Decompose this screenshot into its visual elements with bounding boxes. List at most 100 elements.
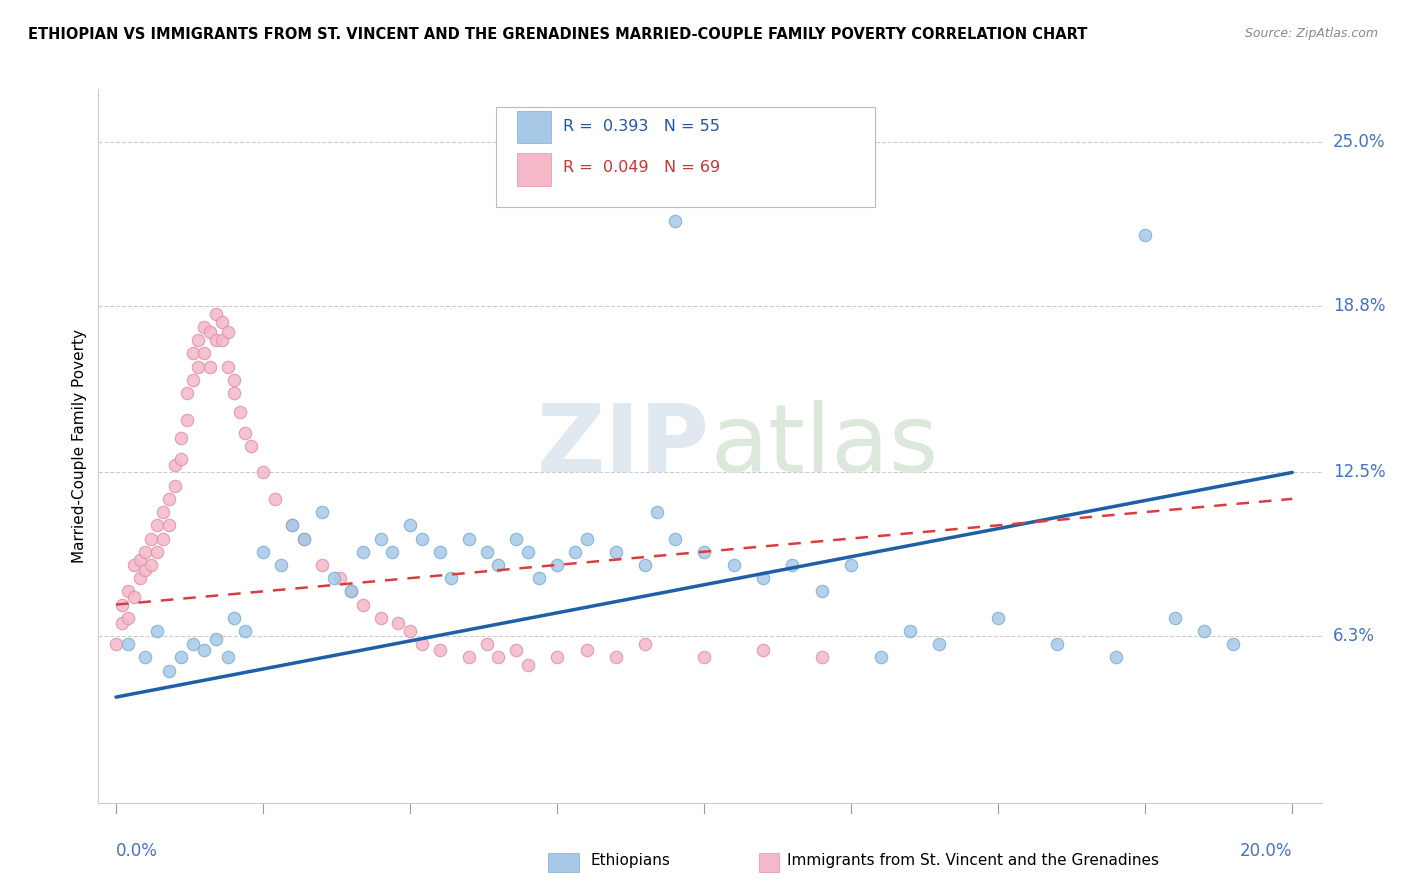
Point xyxy=(664,532,686,546)
Point xyxy=(370,532,392,546)
Point xyxy=(546,650,568,665)
Point xyxy=(370,611,392,625)
Point xyxy=(575,532,598,546)
Point xyxy=(217,650,239,665)
Point xyxy=(211,315,233,329)
Point xyxy=(181,637,204,651)
Point xyxy=(163,458,186,472)
Point xyxy=(440,571,463,585)
Text: ETHIOPIAN VS IMMIGRANTS FROM ST. VINCENT AND THE GRENADINES MARRIED-COUPLE FAMIL: ETHIOPIAN VS IMMIGRANTS FROM ST. VINCENT… xyxy=(28,27,1087,42)
Point xyxy=(429,642,451,657)
Point xyxy=(429,545,451,559)
Point xyxy=(1222,637,1244,651)
Bar xyxy=(517,153,551,186)
Point xyxy=(117,584,139,599)
Point xyxy=(564,545,586,559)
Point xyxy=(205,632,228,646)
Point xyxy=(475,545,498,559)
Point xyxy=(157,664,180,678)
Text: ZIP: ZIP xyxy=(537,400,710,492)
Text: Ethiopians: Ethiopians xyxy=(591,854,671,868)
Point xyxy=(152,505,174,519)
Point xyxy=(235,425,257,440)
Point xyxy=(163,478,186,492)
Point xyxy=(281,518,304,533)
Point xyxy=(146,624,169,638)
Point xyxy=(181,346,204,360)
Point xyxy=(752,642,775,657)
Point xyxy=(157,518,180,533)
Point xyxy=(411,637,433,651)
Point xyxy=(928,637,950,651)
Point xyxy=(240,439,263,453)
Point xyxy=(1192,624,1215,638)
Bar xyxy=(517,111,551,143)
Point xyxy=(486,558,509,572)
Point xyxy=(152,532,174,546)
Point xyxy=(1046,637,1069,651)
FancyBboxPatch shape xyxy=(496,107,875,207)
Point xyxy=(193,346,215,360)
Point xyxy=(664,214,686,228)
Point xyxy=(605,650,627,665)
Text: 6.3%: 6.3% xyxy=(1333,627,1375,645)
Point xyxy=(1105,650,1128,665)
Point xyxy=(170,452,193,467)
Point xyxy=(187,333,209,347)
Point xyxy=(516,658,538,673)
Point xyxy=(475,637,498,651)
Point xyxy=(645,505,668,519)
Text: 25.0%: 25.0% xyxy=(1333,133,1385,151)
Point xyxy=(387,616,409,631)
Point xyxy=(693,650,716,665)
Point xyxy=(1163,611,1185,625)
Point xyxy=(222,611,245,625)
Point xyxy=(411,532,433,546)
Point xyxy=(205,307,228,321)
Point xyxy=(198,359,221,374)
Point xyxy=(122,590,145,604)
Point xyxy=(134,545,156,559)
Point xyxy=(222,386,245,401)
Text: Source: ZipAtlas.com: Source: ZipAtlas.com xyxy=(1244,27,1378,40)
Point xyxy=(176,412,198,426)
Text: 12.5%: 12.5% xyxy=(1333,464,1385,482)
Point xyxy=(270,558,292,572)
Point xyxy=(217,359,239,374)
Point xyxy=(146,545,169,559)
Point xyxy=(111,616,134,631)
Point xyxy=(782,558,804,572)
Point xyxy=(122,558,145,572)
Text: R =  0.393   N = 55: R = 0.393 N = 55 xyxy=(564,119,720,134)
Point xyxy=(723,558,745,572)
Point xyxy=(752,571,775,585)
Point xyxy=(869,650,891,665)
Point xyxy=(263,491,285,506)
Point xyxy=(486,650,509,665)
Point xyxy=(381,545,404,559)
Text: 18.8%: 18.8% xyxy=(1333,297,1385,315)
Point xyxy=(634,637,657,651)
Point xyxy=(281,518,304,533)
Point xyxy=(340,584,363,599)
Point xyxy=(117,637,139,651)
Point xyxy=(170,650,193,665)
Point xyxy=(193,320,215,334)
Point xyxy=(839,558,862,572)
Point xyxy=(529,571,551,585)
Point xyxy=(399,518,422,533)
Point xyxy=(575,642,598,657)
Point xyxy=(505,532,527,546)
Point xyxy=(352,545,374,559)
Point xyxy=(198,326,221,340)
Point xyxy=(187,359,209,374)
Point xyxy=(340,584,363,599)
Point xyxy=(157,491,180,506)
Point xyxy=(693,545,716,559)
Y-axis label: Married-Couple Family Poverty: Married-Couple Family Poverty xyxy=(72,329,87,563)
Point xyxy=(505,642,527,657)
Point xyxy=(217,326,239,340)
Point xyxy=(252,466,274,480)
Point xyxy=(987,611,1010,625)
Point xyxy=(176,386,198,401)
